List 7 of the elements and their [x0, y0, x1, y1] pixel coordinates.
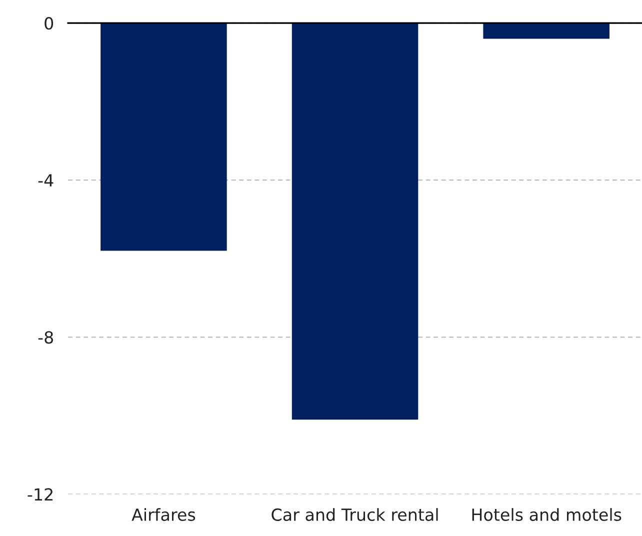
y-tick-label: -8 [38, 331, 54, 344]
x-tick-label: Hotels and motels [472, 508, 622, 521]
y-tick-label: -12 [28, 488, 52, 501]
x-tick-label: Airfares [132, 508, 196, 521]
y-tick-label: -4 [38, 174, 54, 186]
y-tick-label: 0 [44, 17, 54, 30]
x-tick-label: Car and Truck rental [272, 508, 438, 521]
